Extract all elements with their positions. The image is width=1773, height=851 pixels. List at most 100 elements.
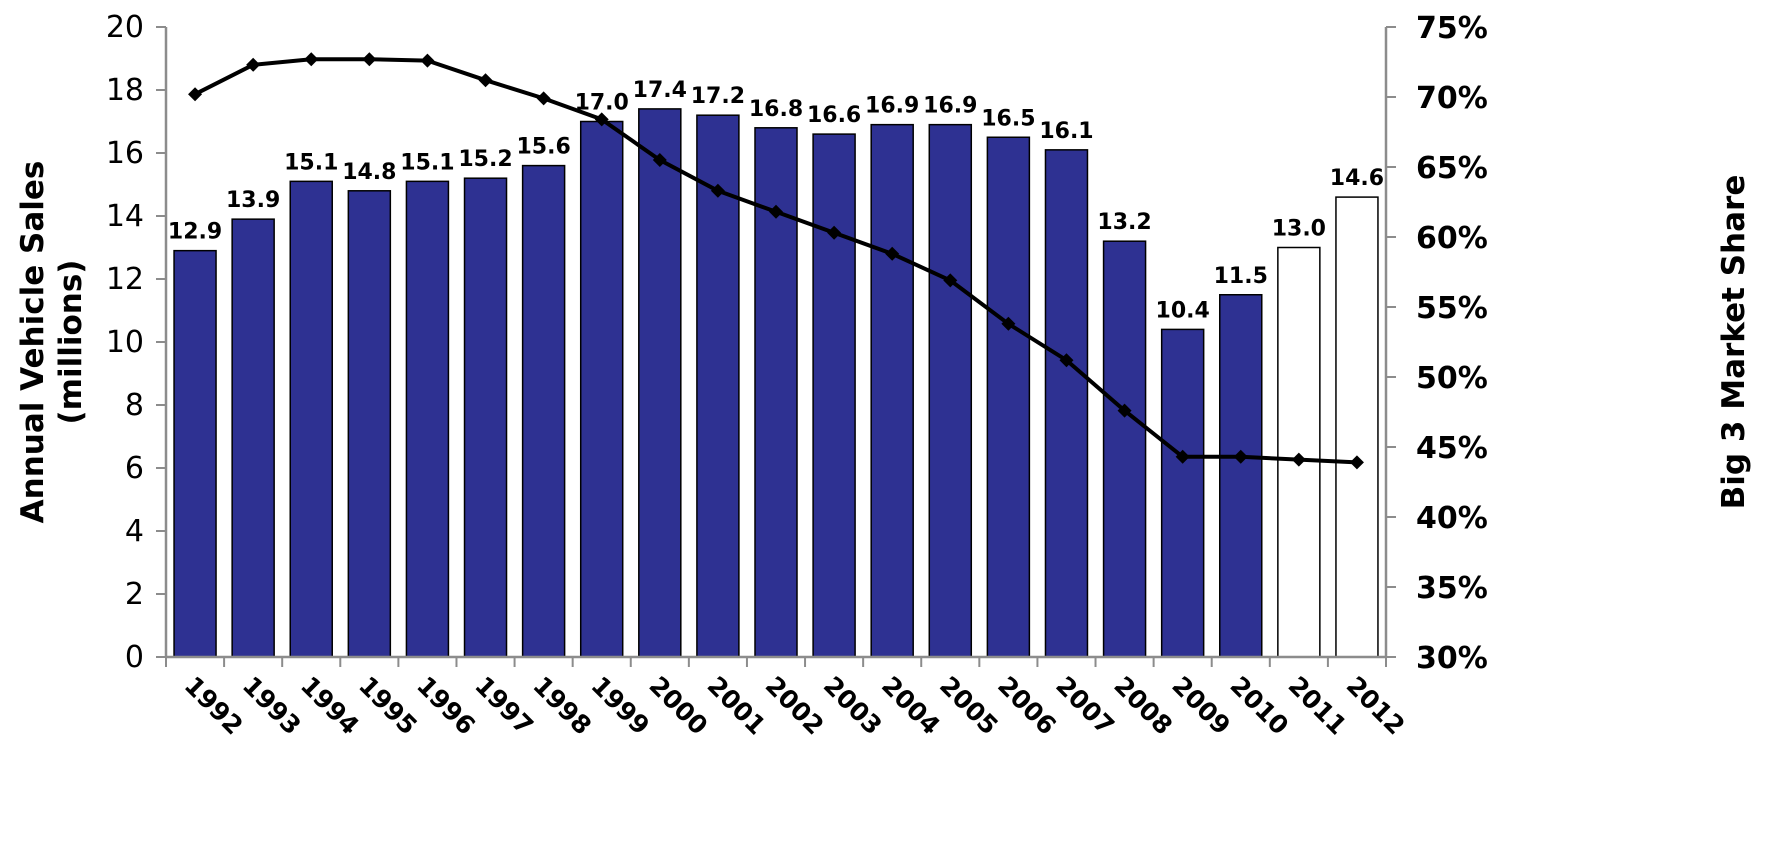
left-tick-label: 14	[106, 199, 144, 234]
bar-data-labels: 12.913.915.1 14.8 15.1 15.215.617.017.4 17.2…	[168, 78, 1384, 323]
data-label-1993: 13.9	[226, 188, 280, 213]
x-category-label-1997: 1997	[469, 671, 539, 741]
market-share-point-2009	[1175, 449, 1190, 464]
bar-1997	[463, 177, 508, 658]
bar-1998	[521, 164, 566, 658]
right-axis-ticks: 30% 35% 40% 45% 50% 55% 60% 65% 70% 75%	[1386, 11, 1488, 676]
bar-2008	[1102, 240, 1147, 658]
bar-1999	[579, 120, 624, 658]
right-tick-label: 35%	[1416, 571, 1488, 606]
x-category-label-2008: 2008	[1108, 671, 1178, 741]
right-tick-label: 75%	[1416, 11, 1488, 46]
left-tick-label: 2	[125, 577, 144, 612]
x-category-label-2002: 2002	[760, 671, 830, 741]
data-label-2001: 17.2	[691, 84, 745, 109]
market-share-point-2000	[652, 153, 667, 167]
data-label-2008: 13.2	[1097, 210, 1151, 235]
market-share-point-2010	[1233, 449, 1248, 464]
x-category-label-2009: 2009	[1166, 671, 1236, 741]
bar-2005	[928, 123, 973, 658]
right-tick-label: 65%	[1416, 151, 1488, 186]
x-category-label-2005: 2005	[934, 671, 1004, 741]
left-tick-label: 20	[106, 10, 144, 45]
left-tick-label: 6	[125, 451, 144, 486]
data-label-2004: 16.9	[865, 94, 919, 119]
market-share-point-1999	[594, 112, 609, 127]
y-axis-title-line1: Annual Vehicle Sales	[15, 161, 51, 524]
bar-2009	[1160, 328, 1205, 658]
data-label-1995: 14.8	[342, 160, 396, 185]
x-category-label-2000: 2000	[644, 671, 714, 741]
left-tick-label: 0	[125, 640, 144, 675]
data-label-2003: 16.6	[807, 103, 861, 128]
bar-2000	[638, 108, 682, 658]
bar-2007	[1044, 149, 1089, 658]
x-category-label-2001: 2001	[702, 671, 772, 741]
market-share-point-2003	[827, 225, 842, 240]
bar-1995	[347, 190, 392, 658]
data-label-1998: 15.6	[516, 135, 570, 160]
data-label-2002: 16.8	[749, 97, 803, 122]
market-share-point-1996	[420, 53, 435, 68]
data-label-2009: 10.4	[1156, 298, 1210, 323]
data-label-2000: 17.4	[633, 78, 687, 103]
bar-2001	[696, 114, 740, 658]
x-category-label-2007: 2007	[1050, 671, 1120, 741]
bar-2003	[812, 133, 856, 658]
data-label-2010: 11.5	[1214, 264, 1268, 289]
data-label-1997: 15.2	[458, 147, 512, 172]
bar-1994	[289, 180, 333, 658]
x-category-label-1992: 1992	[179, 671, 249, 741]
x-category-label-2004: 2004	[876, 671, 946, 741]
axes	[164, 27, 1388, 667]
x-category-label-2003: 2003	[818, 671, 888, 741]
right-tick-label: 45%	[1416, 431, 1488, 466]
y-axis-title-line2: (millions)	[53, 260, 89, 425]
bar-2012	[1335, 196, 1379, 658]
market-share-point-2001	[710, 183, 725, 198]
x-category-label-1998: 1998	[527, 671, 597, 741]
x-category-label-2010: 2010	[1225, 671, 1295, 741]
x-category-label-1993: 1993	[237, 671, 307, 741]
x-category-label-2006: 2006	[992, 671, 1062, 741]
market-share-point-2011	[1291, 452, 1306, 467]
x-category-label-2012: 2012	[1341, 671, 1411, 741]
data-label-1996: 15.1	[400, 150, 454, 175]
bar-2011	[1277, 246, 1321, 658]
x-category-label-1996: 1996	[411, 671, 481, 741]
market-share-point-2004	[885, 246, 900, 261]
left-axis-ticks: 0 2 4 6 8 10 12 14 16 18 20	[106, 10, 166, 675]
market-share-point-1998	[536, 91, 551, 106]
right-tick-label: 50%	[1416, 361, 1488, 396]
right-tick-label: 60%	[1416, 221, 1488, 256]
data-label-1994: 15.1	[284, 150, 338, 175]
bar-2006	[986, 136, 1031, 658]
bar-1996	[405, 180, 450, 658]
market-share-point-2002	[769, 204, 783, 219]
x-axis-category-labels: 1992199319941995199619971998199920002001…	[179, 671, 1411, 741]
market-share-point-1992	[188, 87, 203, 102]
x-category-label-1995: 1995	[353, 671, 423, 741]
right-tick-label: 40%	[1416, 501, 1488, 536]
right-tick-label: 55%	[1416, 291, 1488, 326]
right-tick-label: 30%	[1416, 641, 1488, 676]
market-share-point-2008	[1117, 403, 1132, 418]
market-share-point-1993	[246, 57, 261, 72]
x-category-label-1994: 1994	[295, 671, 365, 741]
data-label-2012: 14.6	[1330, 166, 1384, 191]
x-category-label-2011: 2011	[1283, 671, 1353, 741]
market-share-point-1994	[304, 52, 319, 67]
data-label-2005: 16.9	[923, 94, 977, 119]
bar-series	[173, 108, 1379, 658]
left-tick-label: 12	[106, 262, 144, 297]
market-share-point-2007	[1059, 353, 1074, 368]
data-label-1992: 12.9	[168, 220, 222, 245]
data-label-2007: 16.1	[1039, 119, 1093, 144]
market-share-point-1997	[478, 73, 493, 88]
data-label-1999: 17.0	[575, 91, 629, 116]
bar-2004	[870, 123, 914, 658]
right-tick-label: 70%	[1416, 81, 1488, 116]
market-share-point-2006	[1001, 316, 1016, 331]
bar-1993	[231, 218, 275, 658]
